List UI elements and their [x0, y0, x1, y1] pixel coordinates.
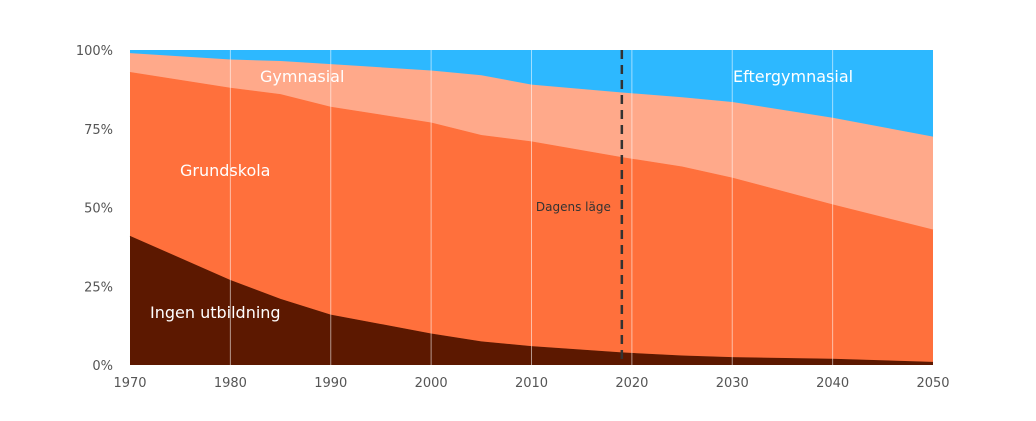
x-tick-1970: 1970	[113, 376, 146, 391]
series-label-layer: Ingen utbildning Grundskola Gymnasial Efter…	[150, 67, 853, 322]
series-label-eftergymnasial: Eftergymnasial	[733, 67, 853, 86]
x-tick-1980: 1980	[214, 376, 247, 391]
series-label-grundskola: Grundskola	[180, 161, 270, 180]
x-tick-2020: 2020	[615, 376, 648, 391]
tick-layer: 1970 1980 1990 2000 2010 2020 2030 2040 2050 0% 25…	[76, 44, 950, 391]
x-tick-2040: 2040	[816, 376, 849, 391]
series-label-gymnasial: Gymnasial	[260, 67, 344, 86]
x-tick-2010: 2010	[515, 376, 548, 391]
grid-layer	[229, 50, 834, 365]
x-tick-1990: 1990	[314, 376, 347, 391]
x-tick-2000: 2000	[415, 376, 448, 391]
y-tick-50: 50%	[84, 202, 113, 217]
y-tick-75: 75%	[84, 123, 113, 138]
series-label-ingen-utbildning: Ingen utbildning	[150, 303, 281, 322]
x-tick-2050: 2050	[916, 376, 949, 391]
y-tick-25: 25%	[84, 280, 113, 295]
annotation-layer: Dagens läge	[536, 50, 624, 365]
annotation-label: Dagens läge	[536, 200, 611, 214]
y-tick-100: 100%	[76, 44, 113, 59]
x-tick-2030: 2030	[716, 376, 749, 391]
y-tick-0: 0%	[92, 359, 113, 374]
